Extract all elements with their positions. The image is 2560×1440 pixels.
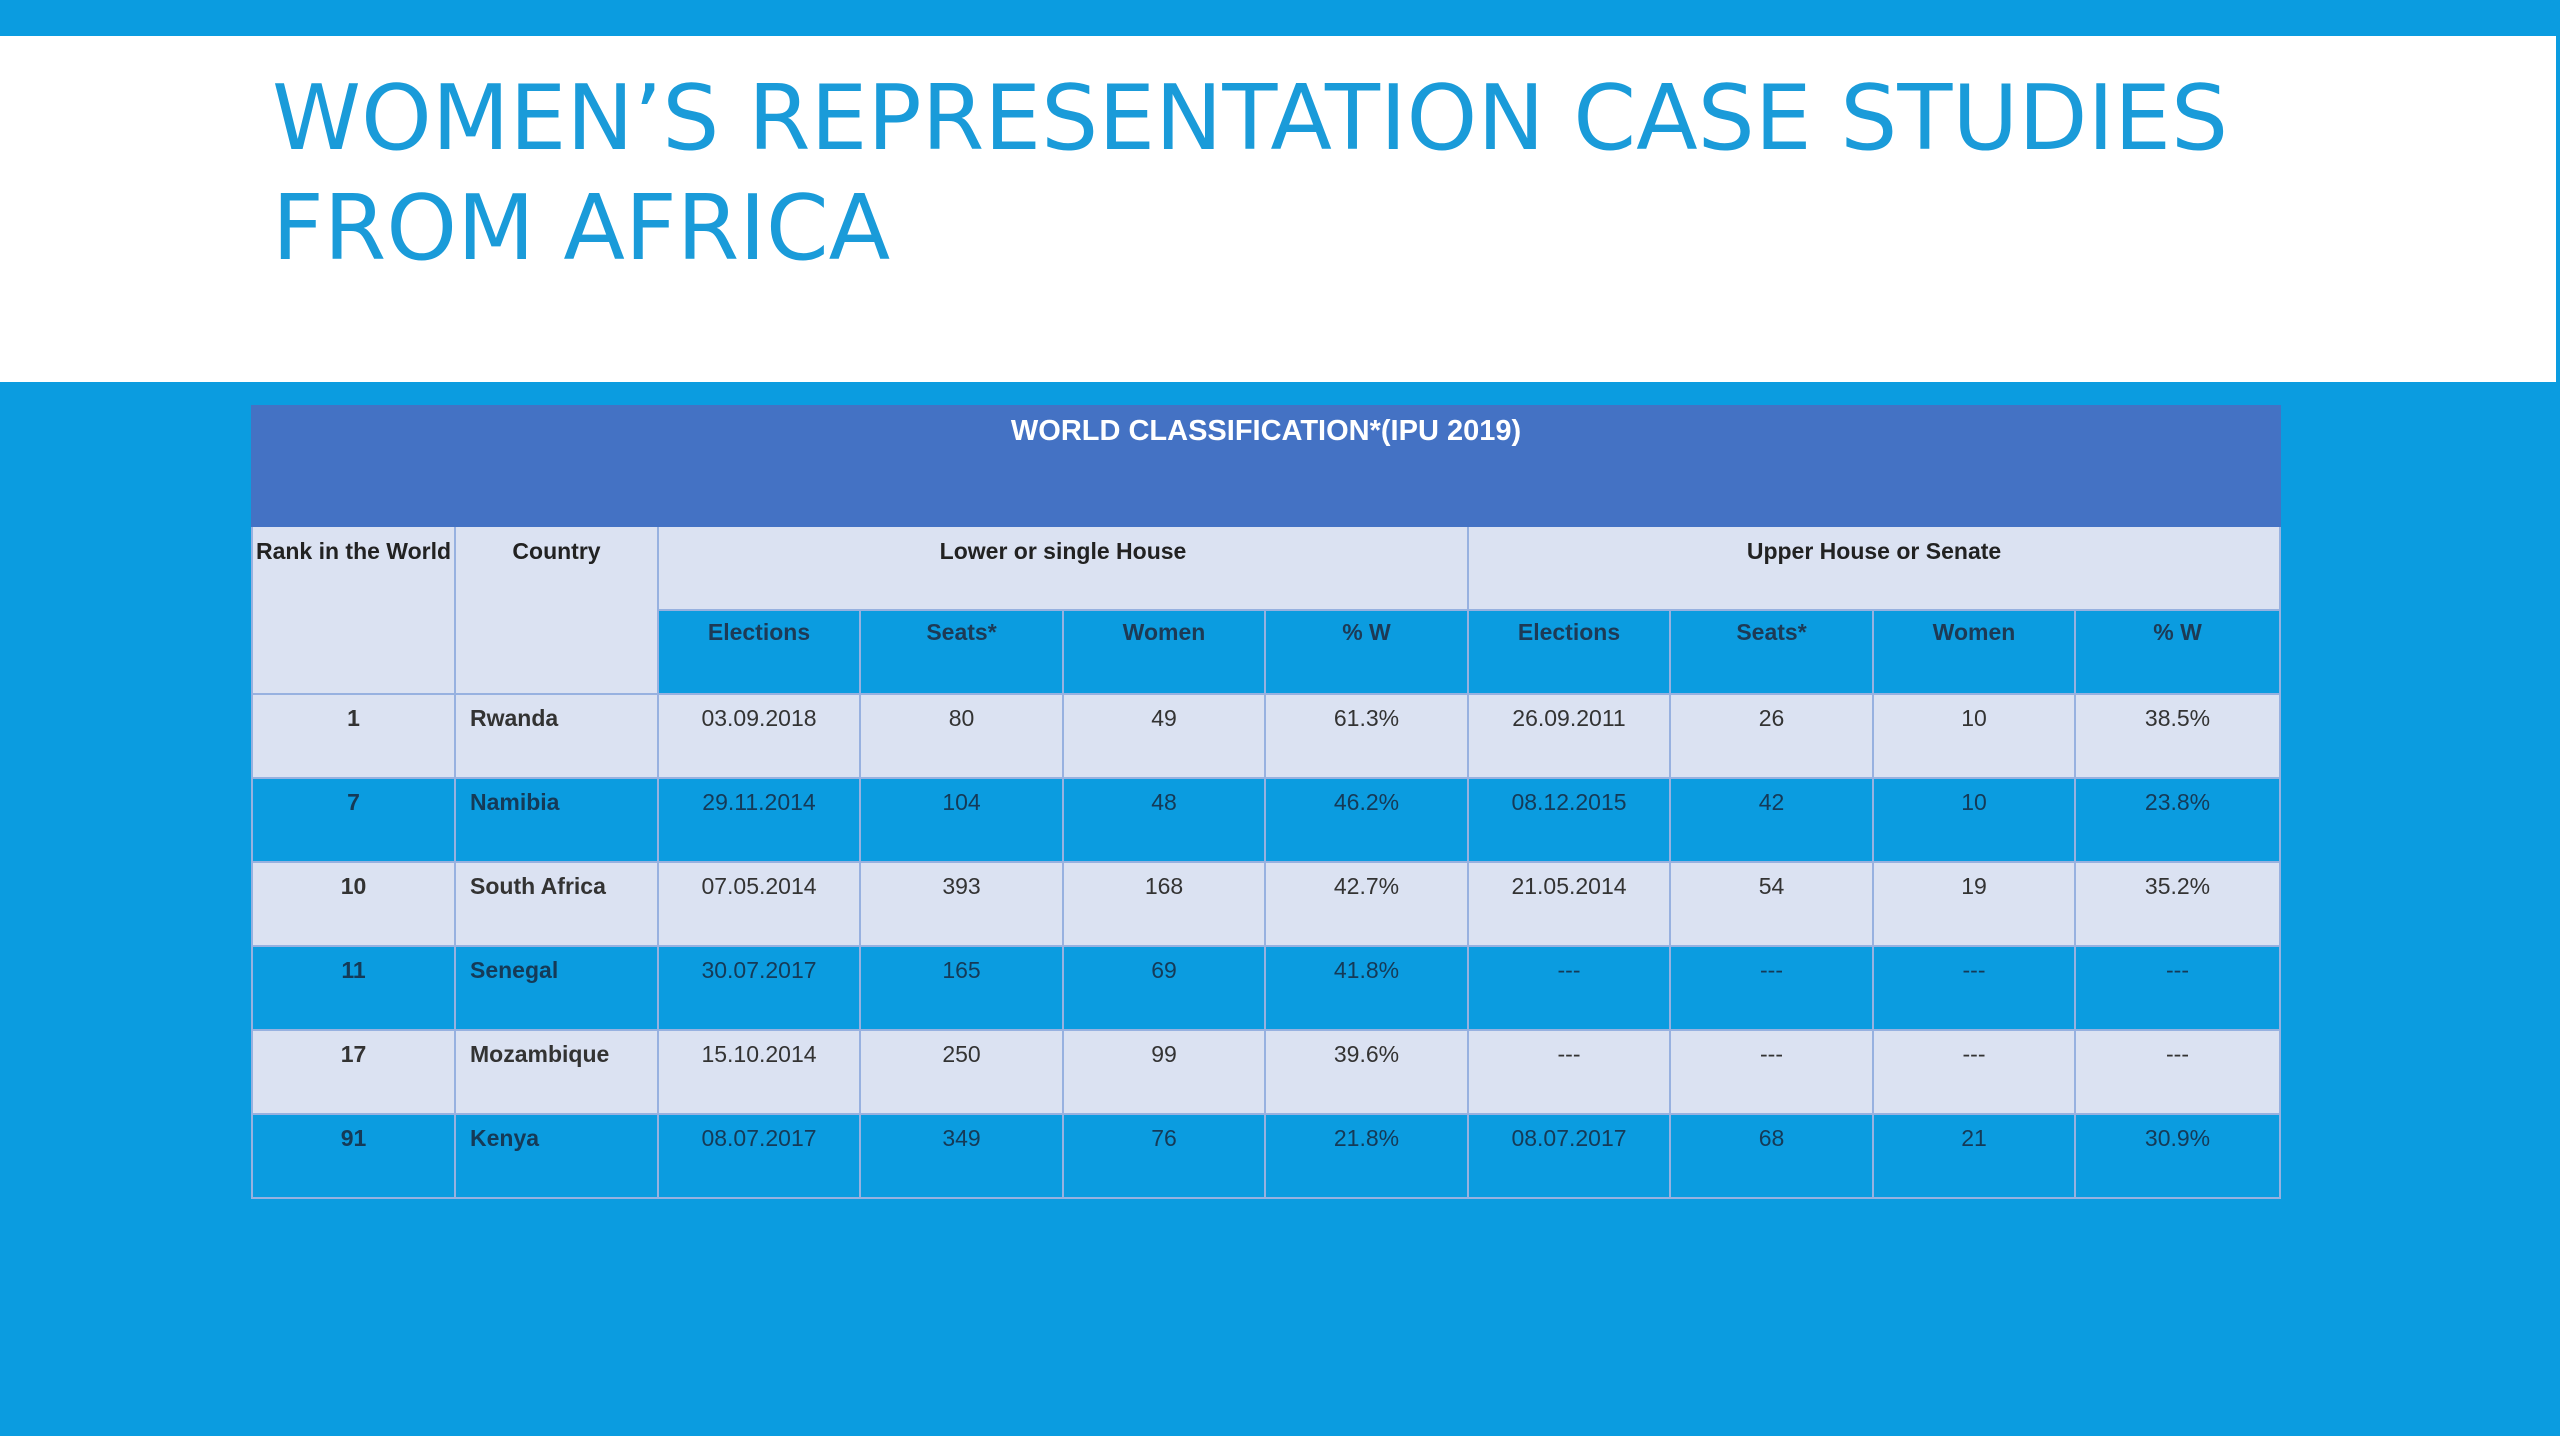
subheader-lower-women: Women (1062, 609, 1266, 695)
table-row: 17 Mozambique 15.10.2014 250 99 39.6% --… (251, 1029, 2282, 1115)
table-header-row: Rank in the World Country Lower or singl… (251, 525, 2282, 695)
data-cell: 165 (859, 945, 1064, 1031)
country-cell: Namibia (454, 777, 659, 863)
table-subheader-row: Elections Seats* Women % W Elections Sea… (252, 609, 2282, 695)
rank-header: Rank in the World (251, 525, 456, 695)
subheader-upper-elections: Elections (1467, 609, 1671, 695)
title-area (0, 36, 2556, 382)
data-cell: 54 (1669, 861, 1874, 947)
data-cell: 30.9% (2073, 1113, 2282, 1199)
data-cell: 26 (1669, 693, 1874, 779)
data-cell: 49 (1062, 693, 1266, 779)
data-cell: 250 (859, 1029, 1064, 1115)
table-row: 1 Rwanda 03.09.2018 80 49 61.3% 26.09.20… (251, 693, 2282, 779)
country-cell: South Africa (454, 861, 659, 947)
country-header: Country (454, 525, 659, 695)
country-cell: Kenya (454, 1113, 659, 1199)
country-cell: Mozambique (454, 1029, 659, 1115)
data-cell: 19 (1872, 861, 2076, 947)
data-cell: 07.05.2014 (657, 861, 861, 947)
data-cell: 61.3% (1264, 693, 1469, 779)
data-cell: --- (1467, 945, 1671, 1031)
data-cell: 349 (859, 1113, 1064, 1199)
data-cell: 21 (1872, 1113, 2076, 1199)
data-cell: 68 (1669, 1113, 1874, 1199)
rank-cell: 10 (251, 861, 456, 947)
subheader-upper-percent: % W (2073, 609, 2282, 695)
data-cell: 41.8% (1264, 945, 1469, 1031)
slide-title: Women’s Representation Case Studies from… (272, 66, 2229, 281)
data-cell: 03.09.2018 (657, 693, 861, 779)
data-cell: 168 (1062, 861, 1266, 947)
data-cell: 80 (859, 693, 1064, 779)
data-cell: 08.07.2017 (1467, 1113, 1671, 1199)
rank-cell: 17 (251, 1029, 456, 1115)
subheader-lower-elections: Elections (657, 609, 861, 695)
data-cell: 393 (859, 861, 1064, 947)
data-cell: 26.09.2011 (1467, 693, 1671, 779)
rank-cell: 1 (251, 693, 456, 779)
table-row: 10 South Africa 07.05.2014 393 168 42.7%… (251, 861, 2282, 947)
data-cell: --- (1669, 945, 1874, 1031)
data-cell: 42 (1669, 777, 1874, 863)
data-cell: 76 (1062, 1113, 1266, 1199)
data-cell: --- (1872, 1029, 2076, 1115)
table-row: 11 Senegal 30.07.2017 165 69 41.8% --- -… (251, 945, 2282, 1031)
data-cell: --- (2073, 1029, 2282, 1115)
country-cell: Rwanda (454, 693, 659, 779)
data-cell: 29.11.2014 (657, 777, 861, 863)
data-cell: 35.2% (2073, 861, 2282, 947)
data-cell: 15.10.2014 (657, 1029, 861, 1115)
data-cell: --- (1872, 945, 2076, 1031)
upper-house-header: Upper House or Senate (1466, 525, 2282, 611)
data-cell: 21.05.2014 (1467, 861, 1671, 947)
data-cell: --- (2073, 945, 2282, 1031)
data-cell: 69 (1062, 945, 1266, 1031)
bottom-edge-strip (0, 1436, 2560, 1440)
lower-house-header: Lower or single House (657, 525, 1469, 611)
right-edge-strip (2556, 36, 2560, 382)
data-cell: 104 (859, 777, 1064, 863)
data-cell: 99 (1062, 1029, 1266, 1115)
rank-cell: 7 (251, 777, 456, 863)
country-cell: Senegal (454, 945, 659, 1031)
table-banner: WORLD CLASSIFICATION*(IPU 2019) (250, 405, 2282, 527)
rank-cell: 11 (251, 945, 456, 1031)
subheader-upper-seats: Seats* (1669, 609, 1874, 695)
data-cell: 08.12.2015 (1467, 777, 1671, 863)
classification-table: WORLD CLASSIFICATION*(IPU 2019) Rank in … (250, 405, 2282, 1199)
rank-cell: 91 (251, 1113, 456, 1199)
data-cell: --- (1669, 1029, 1874, 1115)
data-cell: 42.7% (1264, 861, 1469, 947)
data-cell: 46.2% (1264, 777, 1469, 863)
top-band (0, 0, 2560, 36)
table-row: 91 Kenya 08.07.2017 349 76 21.8% 08.07.2… (251, 1113, 2282, 1199)
data-cell: 48 (1062, 777, 1266, 863)
data-cell: --- (1467, 1029, 1671, 1115)
data-cell: 30.07.2017 (657, 945, 861, 1031)
data-cell: 21.8% (1264, 1113, 1469, 1199)
data-cell: 38.5% (2073, 693, 2282, 779)
subheader-upper-women: Women (1872, 609, 2076, 695)
data-cell: 08.07.2017 (657, 1113, 861, 1199)
subheader-lower-seats: Seats* (859, 609, 1064, 695)
data-cell: 10 (1872, 777, 2076, 863)
data-cell: 23.8% (2073, 777, 2282, 863)
table-banner-row: WORLD CLASSIFICATION*(IPU 2019) (250, 405, 2282, 527)
classification-table-wrapper: WORLD CLASSIFICATION*(IPU 2019) Rank in … (250, 405, 2282, 1199)
subheader-lower-percent: % W (1264, 609, 1469, 695)
data-cell: 39.6% (1264, 1029, 1469, 1115)
table-row: 7 Namibia 29.11.2014 104 48 46.2% 08.12.… (251, 777, 2282, 863)
data-cell: 10 (1872, 693, 2076, 779)
